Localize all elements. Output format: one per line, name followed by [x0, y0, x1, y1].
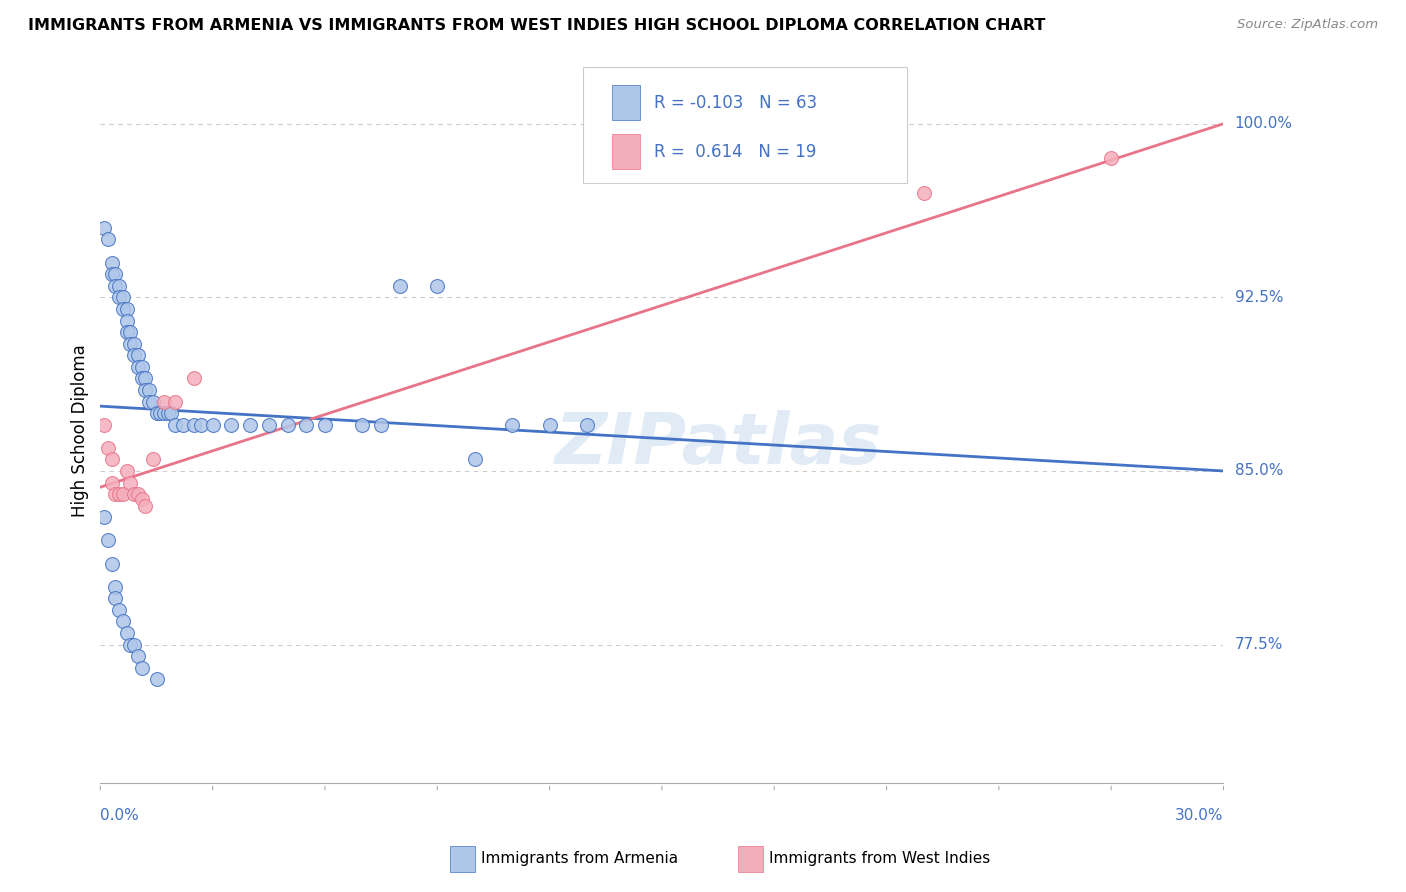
Point	[131, 491, 153, 506]
Point	[295, 417, 318, 432]
Point	[1099, 152, 1122, 166]
Point	[131, 661, 153, 675]
Point	[115, 626, 138, 640]
Point	[122, 336, 145, 351]
Point	[239, 417, 262, 432]
Point	[97, 232, 120, 246]
Point	[201, 417, 224, 432]
Point	[131, 359, 153, 374]
Point	[165, 417, 187, 432]
Point	[111, 487, 134, 501]
Point	[100, 452, 122, 467]
Point	[388, 278, 411, 293]
Point	[111, 301, 134, 316]
Point	[153, 394, 176, 409]
Point	[138, 383, 160, 397]
Point	[134, 371, 156, 385]
Text: R =  0.614   N = 19: R = 0.614 N = 19	[654, 143, 815, 161]
Point	[165, 394, 187, 409]
Point	[149, 406, 172, 420]
Point	[108, 603, 131, 617]
Point	[131, 371, 153, 385]
Point	[115, 301, 138, 316]
Point	[97, 533, 120, 548]
Point	[426, 278, 449, 293]
Point	[120, 475, 142, 490]
Point	[104, 487, 127, 501]
Point	[160, 406, 183, 420]
Point	[134, 499, 156, 513]
Point	[370, 417, 392, 432]
Text: 30.0%: 30.0%	[1175, 808, 1223, 823]
Point	[104, 580, 127, 594]
Y-axis label: High School Diploma: High School Diploma	[72, 344, 89, 516]
Point	[100, 255, 122, 269]
Point	[257, 417, 280, 432]
Text: 85.0%: 85.0%	[1234, 464, 1282, 478]
Text: 0.0%: 0.0%	[100, 808, 139, 823]
Point	[145, 673, 167, 687]
Point	[183, 417, 205, 432]
Point	[104, 278, 127, 293]
Point	[142, 452, 165, 467]
Text: 92.5%: 92.5%	[1234, 290, 1284, 305]
Point	[134, 383, 156, 397]
Point	[115, 325, 138, 339]
Point	[104, 591, 127, 606]
Point	[108, 278, 131, 293]
Text: 77.5%: 77.5%	[1234, 637, 1282, 652]
Point	[912, 186, 935, 201]
Point	[127, 348, 149, 362]
Text: R = -0.103   N = 63: R = -0.103 N = 63	[654, 94, 817, 112]
Point	[120, 336, 142, 351]
Point	[127, 487, 149, 501]
Point	[127, 359, 149, 374]
Point	[100, 557, 122, 571]
Point	[115, 313, 138, 327]
Point	[115, 464, 138, 478]
Point	[138, 394, 160, 409]
Point	[122, 638, 145, 652]
Point	[111, 615, 134, 629]
Point	[93, 221, 115, 235]
Point	[183, 371, 205, 385]
Point	[576, 417, 599, 432]
Point	[108, 487, 131, 501]
Point	[156, 406, 179, 420]
Text: 100.0%: 100.0%	[1234, 116, 1292, 131]
Point	[108, 290, 131, 304]
Point	[120, 325, 142, 339]
Point	[172, 417, 194, 432]
Point	[100, 267, 122, 281]
Point	[352, 417, 374, 432]
Text: Immigrants from Armenia: Immigrants from Armenia	[481, 852, 678, 866]
Point	[127, 649, 149, 664]
Point	[122, 487, 145, 501]
Point	[221, 417, 243, 432]
Point	[111, 290, 134, 304]
Point	[190, 417, 212, 432]
Text: Immigrants from West Indies: Immigrants from West Indies	[769, 852, 990, 866]
Point	[538, 417, 561, 432]
Point	[122, 348, 145, 362]
Point	[120, 638, 142, 652]
Point	[93, 417, 115, 432]
Point	[277, 417, 299, 432]
Text: ZIPatlas: ZIPatlas	[554, 410, 882, 479]
Point	[501, 417, 523, 432]
Point	[97, 441, 120, 455]
Point	[145, 406, 167, 420]
Point	[153, 406, 176, 420]
Text: IMMIGRANTS FROM ARMENIA VS IMMIGRANTS FROM WEST INDIES HIGH SCHOOL DIPLOMA CORRE: IMMIGRANTS FROM ARMENIA VS IMMIGRANTS FR…	[28, 18, 1046, 33]
Point	[93, 510, 115, 524]
Point	[142, 394, 165, 409]
Text: Source: ZipAtlas.com: Source: ZipAtlas.com	[1237, 18, 1378, 31]
Point	[314, 417, 336, 432]
Point	[100, 475, 122, 490]
Point	[464, 452, 486, 467]
Point	[104, 267, 127, 281]
